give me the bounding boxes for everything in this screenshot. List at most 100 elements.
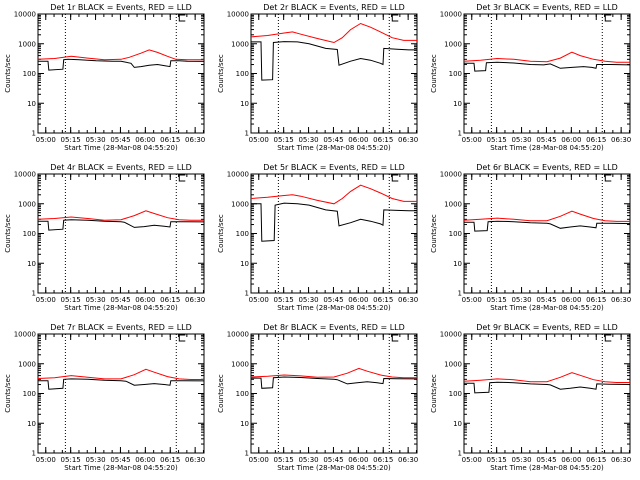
y-tick-label: 1 — [245, 130, 249, 138]
plot-frame — [37, 333, 205, 454]
panel-title: Det 1r BLACK = Events, RED = LLD — [50, 3, 192, 12]
events-series-line — [38, 219, 205, 231]
x-tick-label: 05:00 — [462, 456, 482, 464]
x-axis-label: Start Time (28-Mar-08 04:55:20) — [277, 464, 391, 472]
x-axis-label: Start Time (28-Mar-08 04:55:20) — [490, 464, 604, 472]
panel-1: Det 1r BLACK = Events, RED = LLD E 1 10 100 1… — [4, 3, 205, 152]
x-tick-label: 06:30 — [398, 296, 418, 304]
x-tick-label: 05:45 — [323, 136, 343, 144]
plot-frame — [250, 173, 418, 294]
x-tick-label: 05:30 — [298, 296, 318, 304]
x-axis-label: Start Time (28-Mar-08 04:55:20) — [64, 304, 178, 312]
x-tick-label: 06:00 — [348, 136, 368, 144]
y-tick-label: 100 — [23, 230, 36, 238]
y-tick-label: 100 — [23, 390, 36, 398]
x-tick-label: 05:00 — [249, 136, 269, 144]
x-tick-label: 05:00 — [462, 136, 482, 144]
y-tick-label: 1 — [32, 290, 36, 298]
y-tick-label: 1000 — [231, 40, 249, 48]
x-tick-label: 05:15 — [274, 456, 294, 464]
y-tick-label: 1 — [458, 450, 462, 458]
corner-label: E — [394, 174, 398, 182]
plot-frame — [37, 13, 205, 134]
y-tick-label: 100 — [449, 70, 462, 78]
x-tick-label: 05:45 — [536, 296, 556, 304]
events-series-line — [251, 376, 418, 389]
x-axis-label: Start Time (28-Mar-08 04:55:20) — [277, 144, 391, 152]
corner-label: E — [607, 14, 611, 22]
x-tick-label: 06:15 — [160, 456, 180, 464]
y-tick-label: 1 — [245, 290, 249, 298]
x-tick-label: 06:15 — [373, 296, 393, 304]
panel-4: Det 4r BLACK = Events, RED = LLD E 1 10 100 1… — [4, 163, 205, 312]
x-tick-label: 05:00 — [249, 456, 269, 464]
y-axis-label: Counts/sec — [430, 214, 438, 253]
x-tick-label: 05:30 — [85, 296, 105, 304]
plot-frame — [250, 13, 418, 134]
x-tick-label: 05:30 — [85, 136, 105, 144]
panel-3: Det 3r BLACK = Events, RED = LLD E 1 10 100 1… — [430, 3, 631, 152]
x-tick-label: 06:15 — [586, 296, 606, 304]
y-tick-label: 10000 — [440, 11, 462, 19]
lld-series-line — [463, 210, 630, 222]
x-tick-label: 06:00 — [348, 296, 368, 304]
panel-7: Det 7r BLACK = Events, RED = LLD E 1 10 100 1… — [4, 323, 205, 472]
y-axis-label: Counts/sec — [217, 214, 225, 253]
y-tick-label: 1 — [32, 130, 36, 138]
y-tick-label: 1000 — [231, 200, 249, 208]
y-tick-label: 10 — [453, 100, 462, 108]
x-tick-label: 05:15 — [487, 456, 507, 464]
x-tick-label: 05:15 — [274, 296, 294, 304]
panel-5: Det 5r BLACK = Events, RED = LLD E 1 10 100 1… — [217, 163, 418, 312]
y-tick-label: 100 — [236, 390, 249, 398]
y-axis-label: Counts/sec — [4, 374, 12, 413]
lld-series-line — [250, 22, 417, 44]
y-tick-label: 10 — [453, 260, 462, 268]
x-tick-label: 06:30 — [185, 136, 205, 144]
y-tick-label: 1 — [245, 450, 249, 458]
y-tick-label: 100 — [236, 70, 249, 78]
events-series-line — [464, 61, 631, 72]
x-tick-label: 06:30 — [185, 296, 205, 304]
x-tick-label: 06:15 — [160, 296, 180, 304]
x-tick-label: 05:00 — [36, 136, 56, 144]
panel-6: Det 6r BLACK = Events, RED = LLD E 1 10 100 1… — [430, 163, 631, 312]
corner-marker-icon — [178, 14, 186, 22]
y-tick-label: 1000 — [444, 360, 462, 368]
y-axis-label: Counts/sec — [430, 54, 438, 93]
panel-9: Det 9r BLACK = Events, RED = LLD E 1 10 100 1… — [430, 323, 631, 472]
panel-title: Det 9r BLACK = Events, RED = LLD — [476, 323, 618, 332]
x-tick-label: 05:15 — [61, 296, 81, 304]
x-tick-label: 05:30 — [298, 136, 318, 144]
y-axis-label: Counts/sec — [430, 374, 438, 413]
events-series-line — [38, 58, 205, 71]
corner-marker-icon — [391, 14, 399, 22]
y-tick-label: 10000 — [227, 331, 249, 339]
x-tick-label: 06:15 — [586, 136, 606, 144]
x-tick-label: 06:00 — [561, 136, 581, 144]
x-tick-label: 06:15 — [373, 456, 393, 464]
x-tick-label: 05:45 — [110, 136, 130, 144]
x-tick-label: 06:30 — [185, 456, 205, 464]
y-tick-label: 100 — [23, 70, 36, 78]
plot-frame — [463, 173, 631, 294]
y-tick-label: 10 — [27, 420, 36, 428]
x-tick-label: 06:15 — [586, 456, 606, 464]
y-tick-label: 10000 — [227, 171, 249, 179]
x-tick-label: 06:30 — [398, 136, 418, 144]
x-tick-label: 05:00 — [462, 296, 482, 304]
x-tick-label: 05:30 — [298, 456, 318, 464]
corner-marker-icon — [178, 334, 186, 342]
lld-series-line — [250, 367, 417, 379]
y-tick-label: 10 — [240, 100, 249, 108]
y-tick-label: 1000 — [18, 360, 36, 368]
x-tick-label: 06:00 — [561, 296, 581, 304]
x-tick-label: 05:00 — [36, 456, 56, 464]
y-tick-label: 10000 — [440, 171, 462, 179]
plot-frame — [463, 333, 631, 454]
x-tick-label: 06:15 — [160, 136, 180, 144]
x-axis-label: Start Time (28-Mar-08 04:55:20) — [277, 304, 391, 312]
lld-series-line — [463, 51, 630, 63]
x-tick-label: 05:30 — [511, 456, 531, 464]
